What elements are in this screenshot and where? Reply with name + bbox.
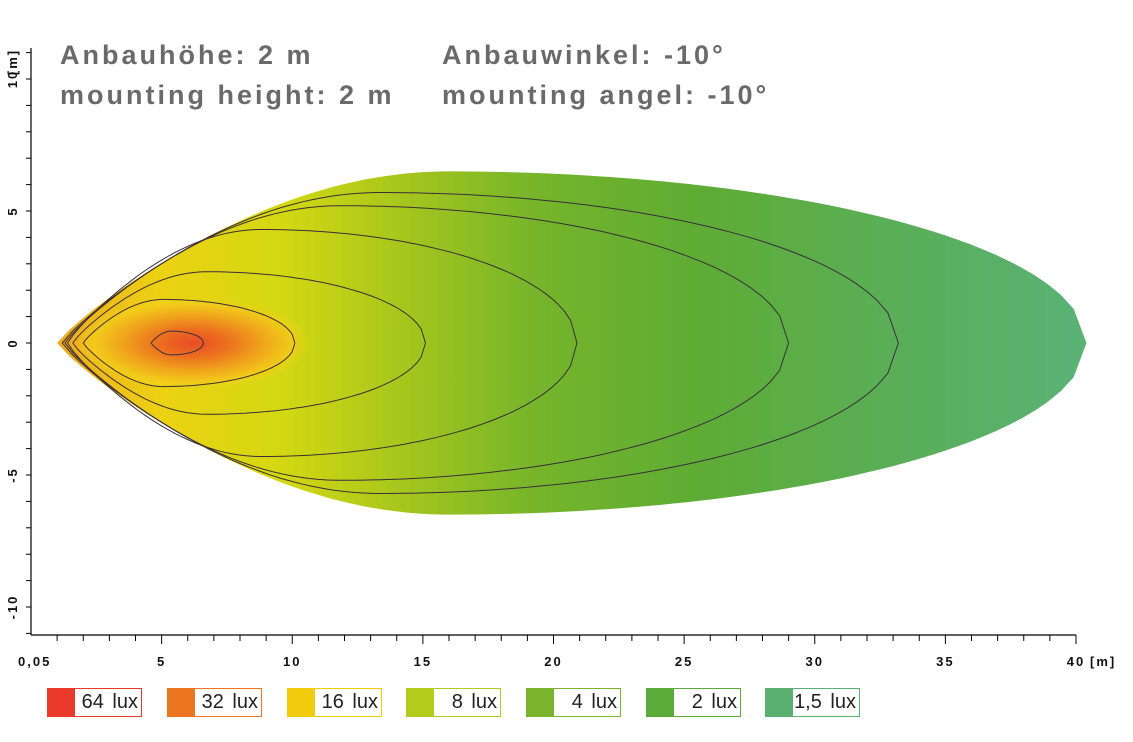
isolux-line-8-lux: [66, 229, 578, 457]
isolux-line-2-lux: [61, 192, 899, 494]
legend-label: 2 lux: [691, 691, 737, 713]
legend-label: 16 lux: [321, 691, 378, 713]
legend-swatch: [527, 689, 554, 716]
x-unit-label: [m]: [1090, 654, 1116, 669]
legend-item: 16 lux: [287, 688, 382, 717]
legend-label: 64 lux: [81, 691, 138, 713]
x-tick-label: 40: [1067, 654, 1085, 669]
legend-swatch: [407, 689, 434, 716]
isolux-fill-layer: [57, 171, 1087, 515]
x-tick-label: 35: [936, 654, 954, 669]
x-tick-label: 25: [675, 654, 693, 669]
legend-item: 1,5 lux: [765, 688, 860, 717]
isolux-line-16-lux: [72, 271, 427, 415]
legend-label: 8 lux: [451, 691, 497, 713]
x-tick-label: 15: [414, 654, 432, 669]
legend-item: 64 lux: [47, 688, 142, 717]
legend-item: 4 lux: [526, 688, 621, 717]
y-tick-label: -10: [5, 595, 20, 620]
mounting-angle-en: mounting angel: -10°: [442, 80, 770, 110]
isolux-line-64-lux: [150, 330, 204, 356]
mounting-height-de: Anbauhöhe: 2 m: [60, 40, 314, 70]
x-tick-label: 20: [544, 654, 562, 669]
isolux-area-1-5-lux: [57, 171, 1087, 515]
legend-item: 8 lux: [406, 688, 501, 717]
y-tick-label: 5: [5, 206, 20, 215]
y-tick-label: 10: [5, 70, 20, 88]
isolux-contour-layer: [61, 192, 899, 494]
legend-item: 32 lux: [167, 688, 262, 717]
isolux-line-4-lux: [64, 205, 790, 481]
legend-swatch: [647, 689, 674, 716]
y-tick-label: -5: [5, 467, 20, 483]
x-tick-label: 30: [806, 654, 824, 669]
legend-swatch: [168, 689, 195, 716]
mounting-height-en: mounting height: 2 m: [60, 80, 395, 110]
y-unit-label: [m]: [5, 49, 20, 75]
legend-label: 4 lux: [571, 691, 617, 713]
legend-swatch: [766, 689, 793, 716]
legend-swatch: [48, 689, 75, 716]
x-tick-label: 10: [283, 654, 301, 669]
mounting-angle-de: Anbauwinkel: -10°: [442, 40, 726, 70]
legend-label: 1,5 lux: [794, 691, 856, 713]
y-tick-label: 0: [5, 338, 20, 347]
legend-label: 32 lux: [201, 691, 258, 713]
legend-swatch: [288, 689, 315, 716]
hotspot-glow: [76, 297, 310, 389]
legend-item: 2 lux: [646, 688, 741, 717]
isolux-line-32-lux: [82, 298, 296, 388]
x-tick-label: 5: [157, 654, 166, 669]
x-tick-label: 0,05: [18, 654, 51, 669]
